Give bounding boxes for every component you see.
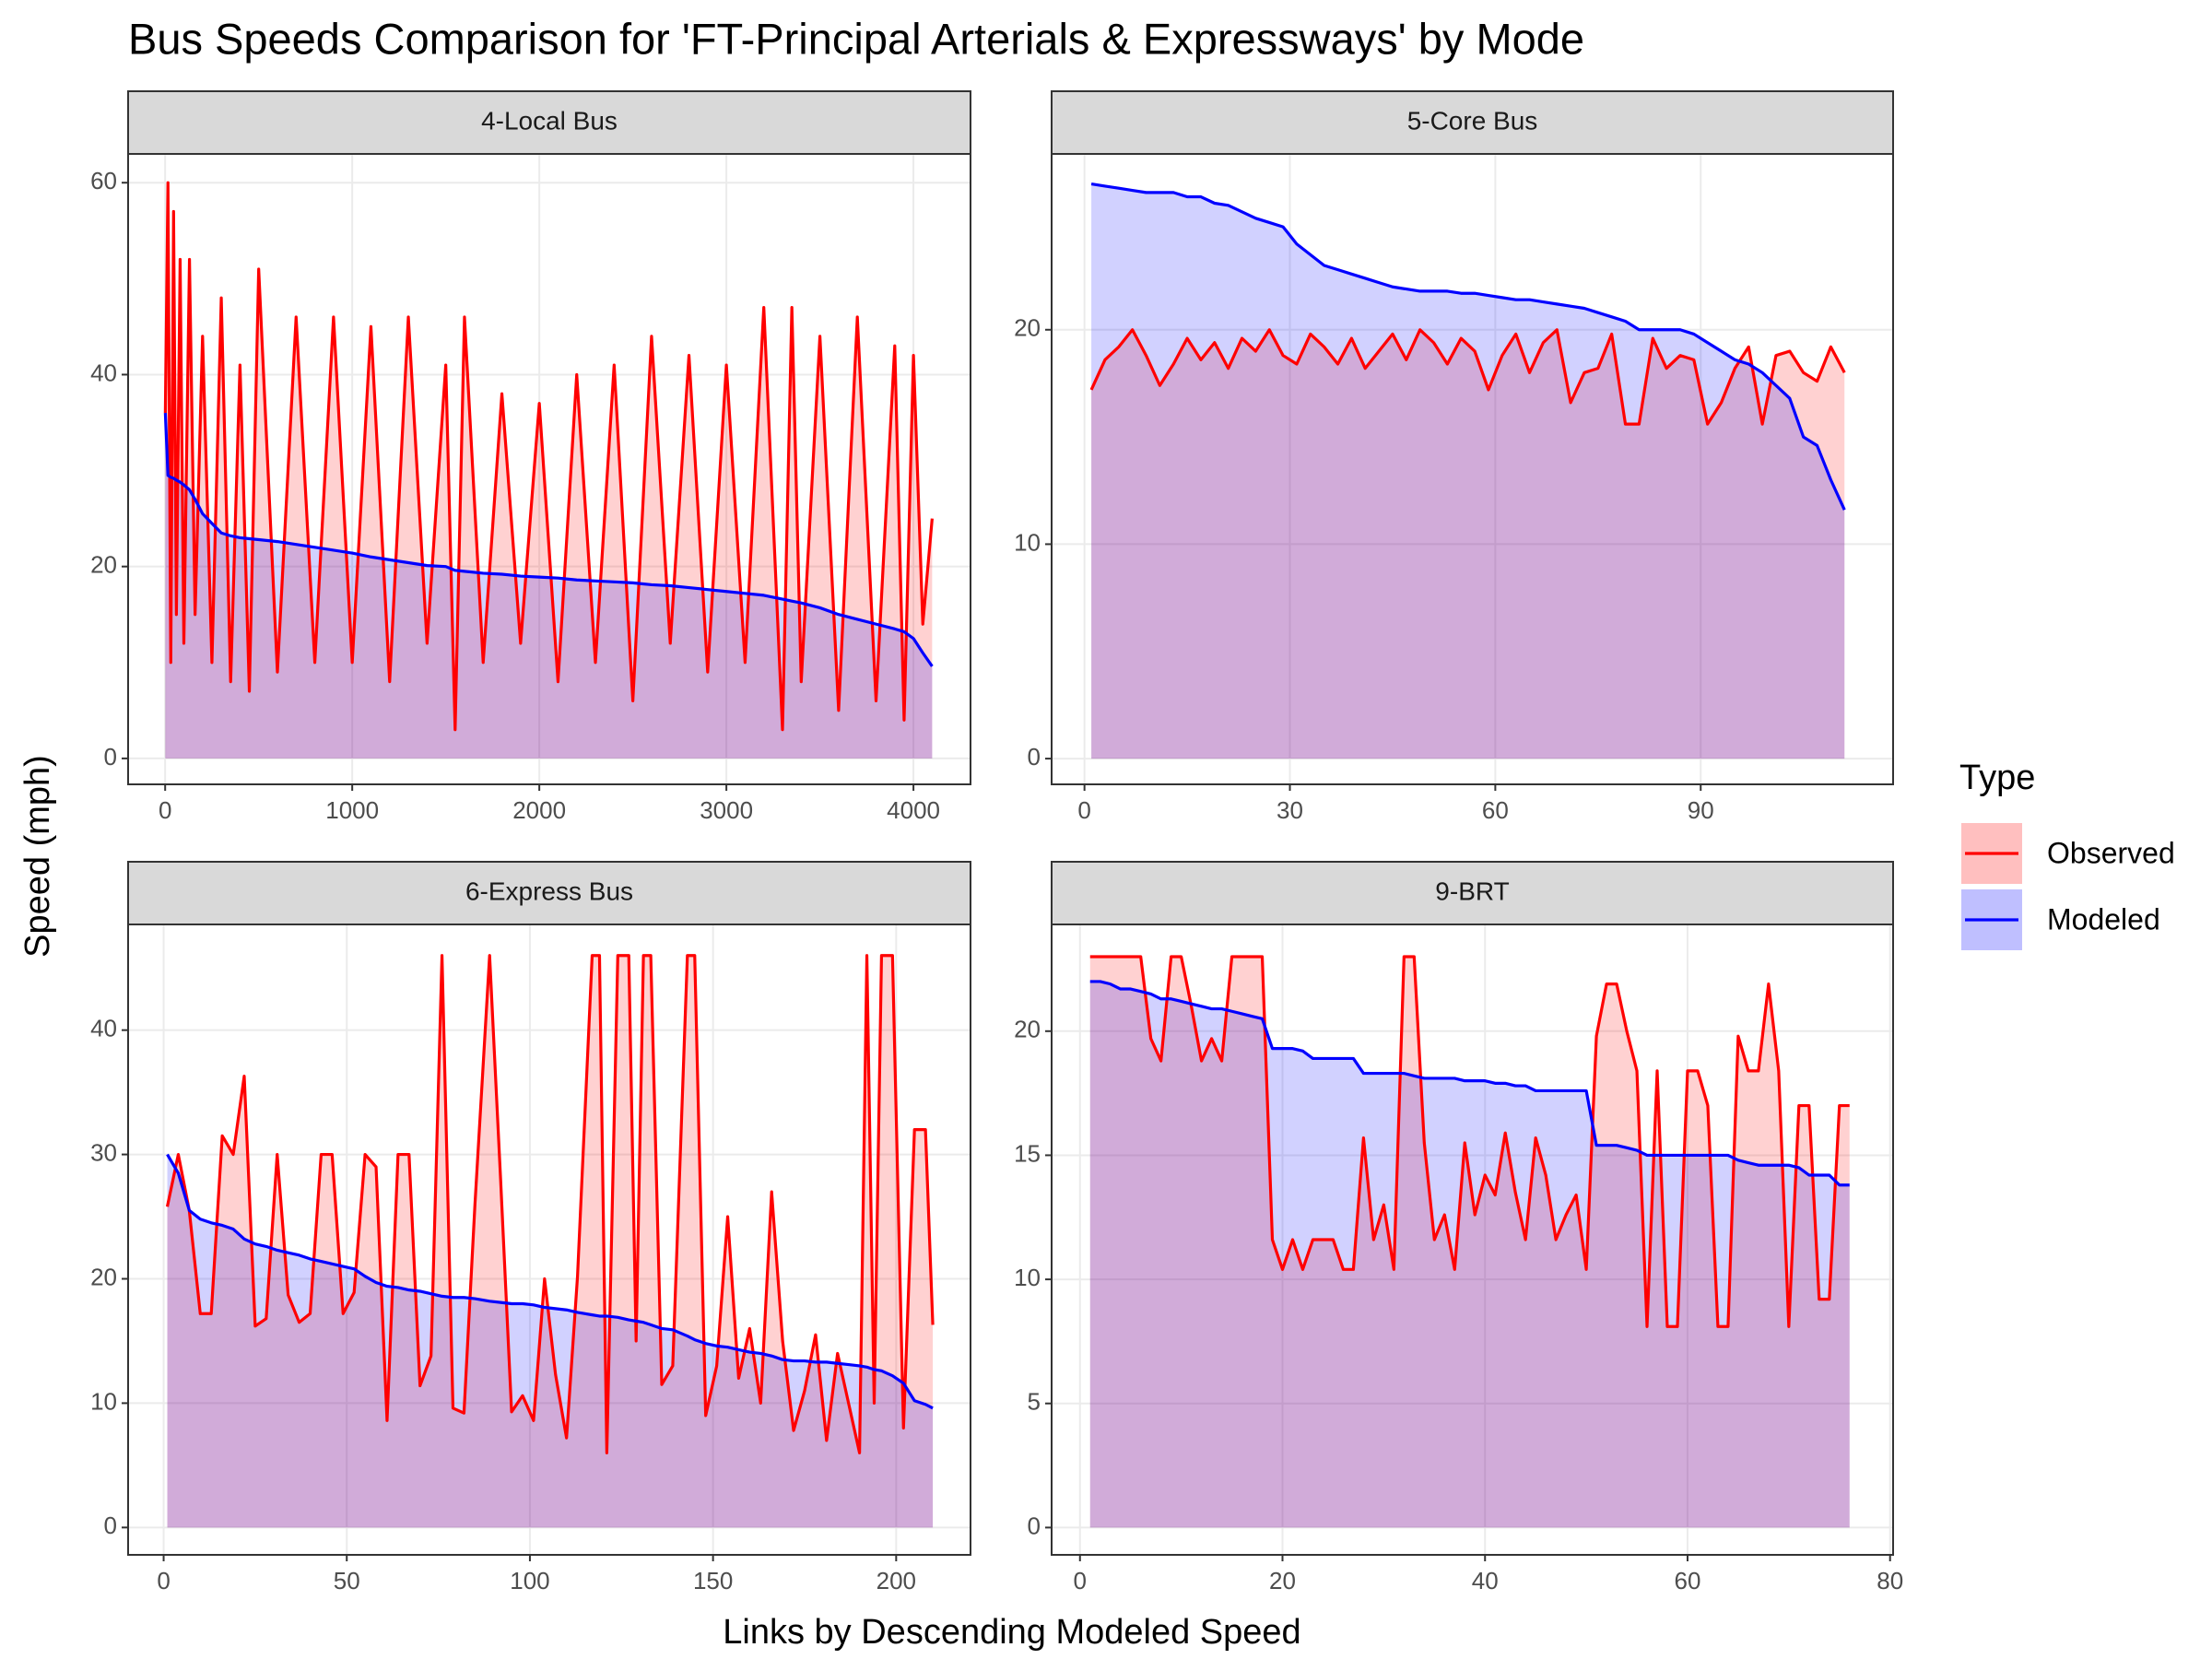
x-tick-label: 90	[1688, 796, 1714, 824]
area	[1089, 981, 1850, 1528]
y-tick-label: 30	[90, 1138, 117, 1166]
line	[163, 413, 934, 667]
x-tick-label: 60	[1675, 1567, 1701, 1594]
x-tick-label: 3000	[700, 796, 753, 824]
area	[165, 182, 933, 759]
line	[166, 1153, 934, 1410]
x-tick-label: 200	[877, 1567, 916, 1594]
facet-strip	[127, 861, 971, 925]
x-tick-label: 20	[1269, 1567, 1296, 1594]
y-tick-label: 60	[90, 167, 117, 194]
legend-label: Modeled	[2047, 902, 2160, 935]
y-tick-label: 10	[1014, 1264, 1041, 1291]
x-tick-label: 80	[1877, 1567, 1903, 1594]
area	[167, 1154, 934, 1528]
line	[1089, 955, 1850, 1328]
y-axis-label: Speed (mph)	[18, 755, 57, 958]
area	[167, 955, 934, 1528]
y-tick-label: 10	[90, 1387, 117, 1415]
y-tick-label: 20	[90, 1263, 117, 1290]
y-tick-label: 20	[1014, 314, 1041, 342]
y-tick-label: 20	[90, 551, 117, 579]
chart-title: Bus Speeds Comparison for 'FT-Principal …	[128, 14, 1584, 63]
x-tick-label: 50	[334, 1567, 360, 1594]
y-tick-label: 0	[104, 743, 117, 771]
panel-background	[1052, 924, 1893, 1555]
legend-title: Type	[1959, 759, 2035, 797]
x-tick-label: 100	[510, 1567, 549, 1594]
panel-background	[1052, 154, 1893, 784]
x-tick-label: 150	[693, 1567, 733, 1594]
line	[1090, 182, 1846, 511]
facet-strip	[127, 90, 971, 155]
facet-strip	[1051, 861, 1894, 925]
y-tick-label: 0	[1028, 743, 1041, 771]
x-axis-label: Links by Descending Modeled Speed	[723, 1613, 1300, 1652]
facet-title: 6-Express Bus	[465, 877, 633, 905]
y-tick-label: 20	[1014, 1016, 1041, 1043]
line	[1089, 328, 1846, 426]
y-tick-label: 15	[1014, 1139, 1041, 1167]
facet-title: 4-Local Bus	[481, 106, 618, 135]
facet-title: 5-Core Bus	[1407, 106, 1538, 135]
y-tick-label: 5	[1028, 1388, 1041, 1416]
facet-title: 9-BRT	[1435, 877, 1509, 905]
x-tick-label: 1000	[325, 796, 379, 824]
area	[1091, 329, 1845, 759]
facet-strip	[1051, 90, 1894, 155]
line	[163, 181, 934, 732]
x-tick-label: 0	[1074, 1567, 1087, 1594]
area	[165, 413, 933, 759]
y-tick-label: 0	[104, 1512, 117, 1539]
x-tick-label: 60	[1482, 796, 1509, 824]
x-tick-label: 40	[1472, 1567, 1499, 1594]
area	[1091, 183, 1845, 759]
y-tick-label: 0	[1028, 1512, 1041, 1539]
x-tick-label: 4000	[887, 796, 940, 824]
x-tick-label: 30	[1277, 796, 1303, 824]
y-tick-label: 40	[90, 1015, 117, 1042]
y-tick-label: 40	[90, 359, 117, 386]
x-tick-label: 2000	[512, 796, 566, 824]
x-tick-label: 0	[1077, 796, 1090, 824]
y-tick-label: 10	[1014, 528, 1041, 556]
x-tick-label: 0	[157, 1567, 170, 1594]
x-tick-label: 0	[159, 796, 171, 824]
legend-label: Observed	[2047, 836, 2175, 869]
area	[1089, 957, 1850, 1528]
line	[165, 954, 935, 1454]
line	[1089, 980, 1850, 1187]
